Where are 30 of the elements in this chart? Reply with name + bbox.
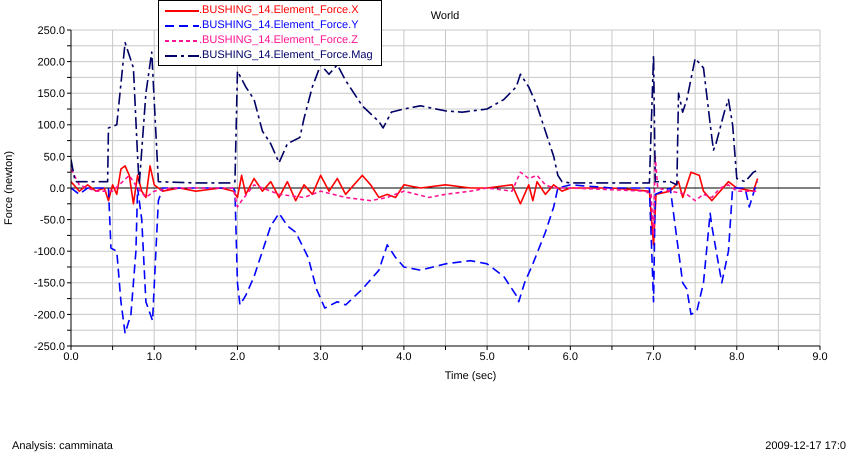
x-tick-label: 2.0 — [230, 350, 246, 363]
y-tick-label: -200.0 — [34, 309, 65, 322]
chart-title: World — [430, 10, 460, 22]
legend-label: .BUSHING_14.Element_Force.Mag — [199, 48, 373, 63]
y-tick-label: 50.0 — [44, 151, 65, 164]
x-axis-title: Time (sec) — [444, 370, 496, 382]
x-tick-label: 1.0 — [146, 350, 162, 363]
y-tick-label: 0.0 — [50, 182, 65, 195]
legend-label: .BUSHING_14.Element_Force.Z — [199, 33, 358, 48]
x-tick-label: 6.0 — [562, 350, 578, 363]
x-tick-label: 8.0 — [729, 350, 744, 363]
legend-label: .BUSHING_14.Element_Force.Y — [199, 18, 359, 33]
y-tick-label: 200.0 — [37, 56, 65, 69]
x-tick-label: 7.0 — [646, 350, 662, 363]
text: 2009-12-17 17:0 — [765, 440, 846, 452]
y-tick-label: -50.0 — [40, 214, 65, 227]
y-tick-label: -150.0 — [34, 278, 65, 290]
y-tick-label: -100.0 — [34, 246, 65, 258]
y-tick-label: 150.0 — [37, 88, 65, 100]
x-tick-label: 4.0 — [396, 350, 412, 363]
legend-label: .BUSHING_14.Element_Force.X — [199, 3, 359, 18]
x-tick-label: 5.0 — [479, 350, 495, 363]
x-tick-label: 3.0 — [313, 350, 328, 363]
x-tick-label: 0.0 — [63, 350, 79, 363]
text: Analysis: camminata — [12, 440, 113, 452]
y-tick-label: -250.0 — [34, 340, 65, 353]
y-tick-label: 250.0 — [37, 24, 65, 37]
y-tick-label: 100.0 — [37, 120, 65, 132]
x-tick-label: 9.0 — [812, 350, 828, 363]
y-axis-title: Force (newton) — [2, 151, 15, 225]
